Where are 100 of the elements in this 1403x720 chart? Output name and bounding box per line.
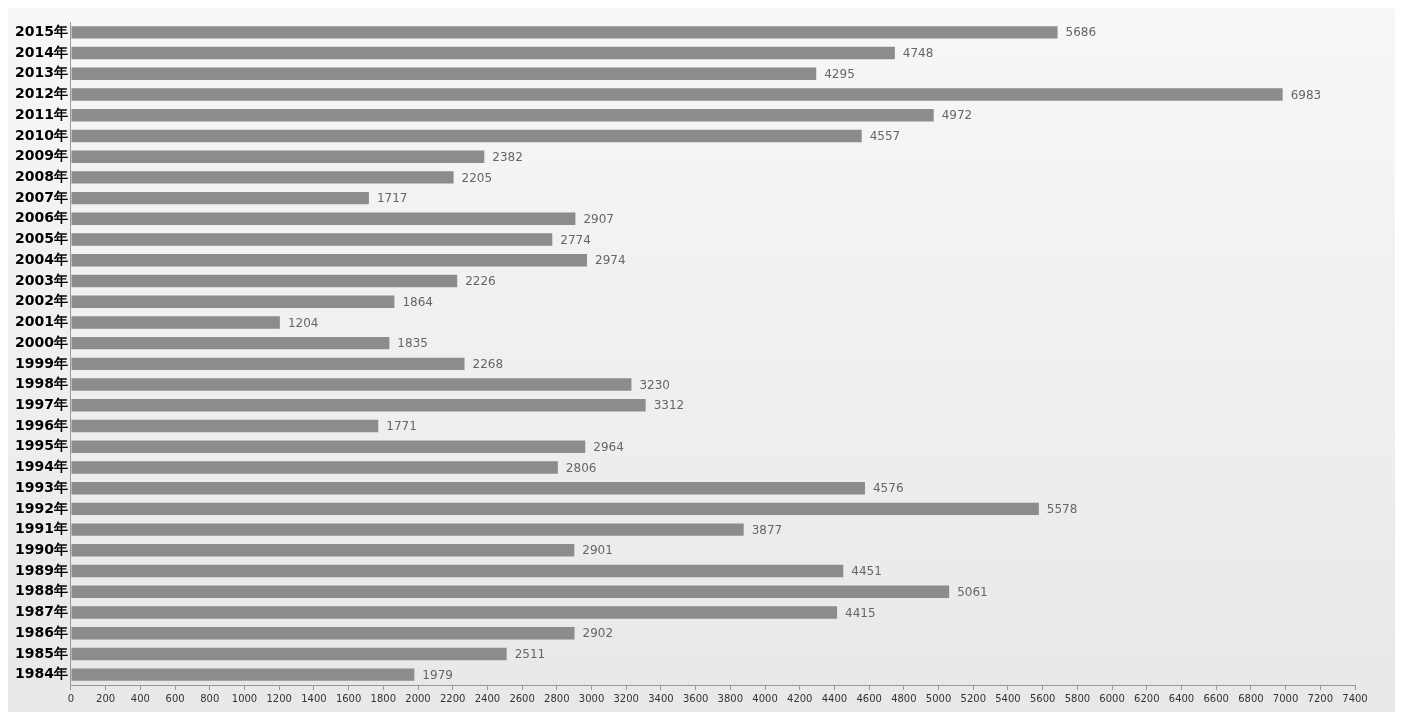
x-tick-label: 2200 <box>439 692 466 704</box>
data-label: 1771 <box>386 419 417 434</box>
x-tick-label: 1800 <box>370 692 397 704</box>
x-tick-label: 6400 <box>1168 692 1195 704</box>
x-tick-label: 3200 <box>613 692 639 704</box>
y-tick-label: 1990年 <box>15 540 68 557</box>
data-label: 3230 <box>639 377 670 392</box>
y-tick-label: 2013年 <box>15 64 68 81</box>
x-tick-label: 0 <box>67 692 75 704</box>
x-tick-label: 1200 <box>266 692 292 704</box>
data-label: 2774 <box>560 232 591 247</box>
x-tick-label: 6200 <box>1134 692 1160 704</box>
y-tick-label: 1984年 <box>15 665 68 682</box>
y-tick-label: 1999年 <box>15 354 68 371</box>
y-tick-label: 2003年 <box>15 271 68 288</box>
data-label: 4451 <box>851 564 882 579</box>
x-tick-label: 3800 <box>717 692 744 704</box>
y-tick-label: 2014年 <box>15 43 68 60</box>
x-tick-label: 6800 <box>1238 692 1264 704</box>
y-tick-label: 1988年 <box>15 582 68 599</box>
data-label: 3877 <box>751 522 783 537</box>
data-label: 5686 <box>1065 25 1097 40</box>
y-tick-label: 1986年 <box>15 623 68 640</box>
x-tick-label: 3000 <box>578 692 605 704</box>
data-label: 2806 <box>565 460 597 475</box>
y-tick-label: 2001年 <box>15 313 68 330</box>
x-tick-label: 2400 <box>474 692 501 704</box>
data-label: 4557 <box>869 129 901 144</box>
data-label: 2974 <box>595 253 626 268</box>
x-tick-label: 400 <box>130 692 150 704</box>
data-label: 2226 <box>465 274 496 289</box>
y-tick-label: 2010年 <box>15 126 68 143</box>
data-label: 1717 <box>376 191 408 206</box>
x-tick-label: 7200 <box>1307 692 1334 704</box>
y-tick-label: 2002年 <box>15 292 68 309</box>
x-tick-label: 2800 <box>544 692 570 704</box>
data-label: 4576 <box>872 481 904 496</box>
y-tick-label: 2009年 <box>15 147 68 164</box>
y-tick-label: 1987年 <box>15 603 68 620</box>
data-label: 1864 <box>402 294 433 309</box>
x-tick-label: 5200 <box>960 692 986 704</box>
y-tick-label: 1998年 <box>15 375 68 392</box>
x-tick-label: 4200 <box>787 692 813 704</box>
y-tick-label: 1993年 <box>15 478 68 495</box>
data-label: 2382 <box>492 149 523 164</box>
y-tick-label: 2006年 <box>15 209 68 226</box>
x-tick-label: 4600 <box>856 692 882 704</box>
y-tick-label: 2012年 <box>15 85 68 102</box>
data-label: 5578 <box>1046 502 1078 517</box>
x-tick-label: 1000 <box>231 692 258 704</box>
data-label: 1204 <box>287 315 319 330</box>
y-tick-label: 2007年 <box>15 188 68 205</box>
data-label: 3312 <box>653 398 685 413</box>
y-tick-label: 1989年 <box>15 561 68 578</box>
data-label: 2901 <box>582 543 613 558</box>
y-tick-label: 2000年 <box>15 333 68 350</box>
x-tick-label: 600 <box>165 692 185 704</box>
x-tick-label: 3600 <box>682 692 709 704</box>
data-label: 4972 <box>941 108 973 123</box>
y-tick-label: 2008年 <box>15 168 68 185</box>
data-label: 2907 <box>583 211 614 226</box>
x-tick-label: 5400 <box>995 692 1021 704</box>
x-tick-label: 4800 <box>891 692 917 704</box>
y-tick-label: 1985年 <box>15 644 68 661</box>
x-tick-label: 7000 <box>1272 692 1299 704</box>
x-tick-label: 2600 <box>509 692 535 704</box>
data-label: 4415 <box>845 605 876 620</box>
x-tick-label: 1400 <box>301 692 327 704</box>
x-tick-label: 5800 <box>1064 692 1091 704</box>
data-label: 4748 <box>902 46 934 61</box>
data-label: 2511 <box>514 647 546 662</box>
data-label: 2268 <box>472 356 504 371</box>
data-label: 2964 <box>593 439 624 454</box>
data-label: 2205 <box>461 170 493 185</box>
x-tick-label: 2000 <box>405 692 431 704</box>
y-tick-label: 1992年 <box>15 499 68 516</box>
y-tick-label: 2015年 <box>15 23 68 39</box>
x-tick-label: 800 <box>200 692 220 704</box>
y-tick-label: 1991年 <box>15 520 68 537</box>
x-tick-label: 200 <box>96 692 116 704</box>
x-tick-label: 5600 <box>1029 692 1056 704</box>
data-label: 1835 <box>397 336 428 351</box>
data-label: 5061 <box>957 584 988 599</box>
data-label: 1979 <box>422 667 453 682</box>
x-tick-label: 4400 <box>821 692 848 704</box>
y-tick-label: 1997年 <box>15 395 68 412</box>
y-tick-label: 1996年 <box>15 416 68 433</box>
x-tick-label: 7400 <box>1342 692 1368 704</box>
data-label: 6983 <box>1290 87 1322 102</box>
x-tick-label: 3400 <box>648 692 674 704</box>
y-tick-label: 1995年 <box>15 437 68 454</box>
y-tick-label: 2004年 <box>15 250 68 267</box>
data-label: 2902 <box>582 626 614 641</box>
data-label: 4295 <box>824 66 855 81</box>
y-tick-label: 1994年 <box>15 458 68 475</box>
x-tick-label: 6600 <box>1203 692 1229 704</box>
x-tick-label: 4000 <box>752 692 778 704</box>
y-tick-label: 2011年 <box>15 105 68 122</box>
y-tick-label: 2005年 <box>15 230 68 247</box>
x-tick-label: 6000 <box>1099 692 1125 704</box>
